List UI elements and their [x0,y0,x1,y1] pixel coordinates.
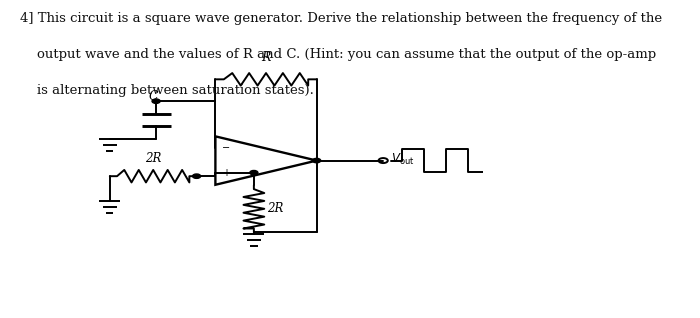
Text: $V_{\rm out}$: $V_{\rm out}$ [391,152,414,167]
Text: 2R: 2R [145,152,162,165]
Text: 4] This circuit is a square wave generator. Derive the relationship between the : 4] This circuit is a square wave generat… [20,12,662,25]
Circle shape [250,170,258,175]
Text: output wave and the values of R and C. (Hint: you can assume that the output of : output wave and the values of R and C. (… [20,48,657,61]
Circle shape [313,158,321,163]
Circle shape [152,99,160,103]
Circle shape [193,174,201,178]
Text: −: − [222,143,230,154]
Text: +: + [222,168,230,178]
Text: 2R: 2R [267,202,283,215]
Text: is alternating between saturation states).: is alternating between saturation states… [20,84,314,97]
Text: R: R [261,51,271,64]
Text: C: C [148,90,158,103]
